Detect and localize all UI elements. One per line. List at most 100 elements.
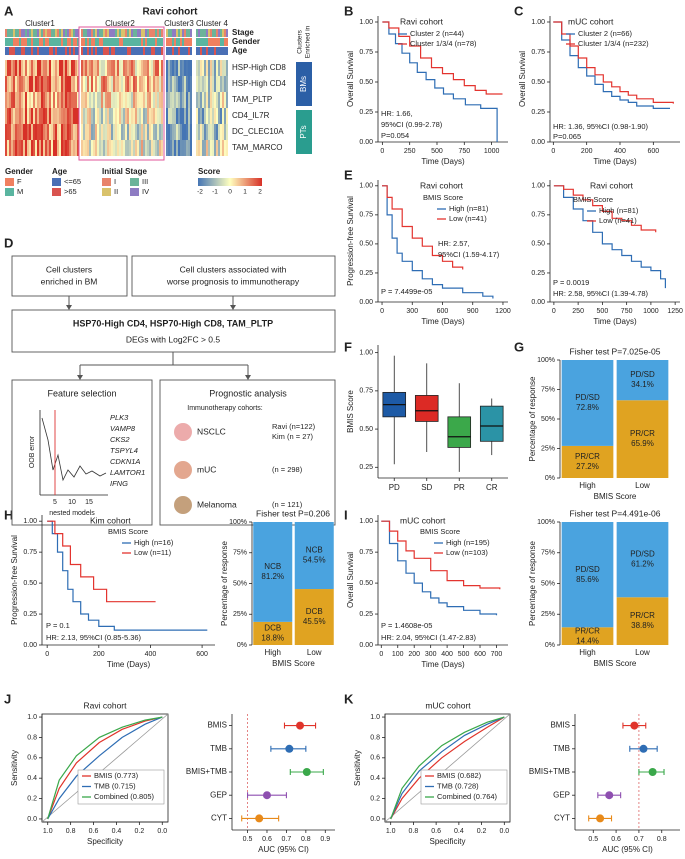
legend-label: Cluster 1/3/4 (n=232) (578, 39, 649, 48)
heatmap-cell (47, 92, 49, 108)
heatmap-cell (202, 60, 204, 76)
x-tick-label: 0.0 (499, 828, 509, 835)
annotation-cell (153, 38, 155, 46)
annotation-cell (67, 38, 69, 46)
heatmap-cell (13, 140, 15, 156)
annotation-cell (93, 29, 95, 37)
heatmap-cell (208, 140, 210, 156)
heatmap-cell (149, 92, 151, 108)
annotation-cell (180, 38, 182, 46)
segment-name: PD/SD (575, 393, 600, 402)
heatmap-cell (65, 60, 67, 76)
heatmap-cell (178, 60, 180, 76)
heatmap-cell (149, 140, 151, 156)
y-tick-label: 0.50 (359, 79, 373, 86)
heatmap-cell (47, 76, 49, 92)
annotation-cell (151, 47, 153, 55)
heatmap-cell (9, 108, 11, 124)
heatmap-cell (206, 76, 208, 92)
bar-segment (294, 522, 334, 590)
annotation-cell (47, 38, 49, 46)
x-tick-label: 0 (380, 148, 384, 155)
heatmap-cell (27, 124, 29, 140)
heatmap-cell (39, 140, 41, 156)
auc-point (605, 791, 614, 800)
annotation-cell (5, 29, 7, 37)
heatmap-cell (113, 60, 115, 76)
heatmap-cell (161, 140, 163, 156)
heatmap-cell (59, 140, 61, 156)
panel-letter: F (344, 339, 352, 354)
heatmap-cell (151, 76, 153, 92)
x-axis-label: AUC (95% CI) (258, 845, 309, 854)
heatmap-cell (184, 92, 186, 108)
y-tick-label: 0.00 (359, 139, 373, 146)
annotation-cell (53, 47, 55, 55)
heatmap-cell (172, 108, 174, 124)
cohort-name: NSCLC (197, 426, 226, 436)
heatmap-cell (206, 140, 208, 156)
annotation-cell (101, 29, 103, 37)
auc-point (596, 814, 605, 823)
heatmap-cell (59, 124, 61, 140)
annotation-cell (59, 38, 61, 46)
cohort-name: Melanoma (197, 499, 237, 509)
heatmap-cell (5, 60, 7, 76)
annotation-cell (115, 47, 117, 55)
heatmap-cell (190, 76, 192, 92)
y-tick-label: 0.00 (23, 642, 37, 649)
heatmap-cell (21, 76, 23, 92)
chart-title: Kim cohort (90, 515, 131, 525)
annotation-cell (168, 29, 170, 37)
heatmap-cell (13, 60, 15, 76)
y-tick-label: 0.50 (359, 426, 373, 433)
heatmap-cell (9, 140, 11, 156)
heatmap-cell (200, 76, 202, 92)
heatmap-cell (85, 76, 87, 92)
heatmap-cell (89, 76, 91, 92)
annotation-cell (168, 47, 170, 55)
segment-name: DCB (306, 607, 323, 616)
annotation-cell (190, 29, 192, 37)
survival-curve (382, 185, 494, 299)
bar-segment (253, 621, 293, 645)
heatmap-cell (147, 140, 149, 156)
heatmap-cell (47, 60, 49, 76)
legend-label: <=65 (64, 177, 81, 186)
heatmap-cell (107, 108, 109, 124)
x-tick-label: 400 (145, 651, 157, 658)
annotation-cell (47, 47, 49, 55)
heatmap-cell (188, 140, 190, 156)
heatmap-cell (190, 124, 192, 140)
y-axis-label: Sensitivity (10, 750, 19, 786)
legend-label: II (114, 187, 118, 196)
heatmap-cell (180, 76, 182, 92)
auc-point (296, 721, 305, 730)
heatmap-cell (129, 108, 131, 124)
heatmap-cell (77, 60, 79, 76)
x-tick-label: 1000 (484, 148, 500, 155)
annotation-cell (35, 47, 37, 55)
heatmap-cell (141, 60, 143, 76)
heatmap-cell (53, 124, 55, 140)
heatmap-cell (198, 124, 200, 140)
x-tick-label: 0.0 (157, 828, 167, 835)
annotation-cell (135, 38, 137, 46)
flow-box (131, 255, 336, 297)
y-tick-label: 0.25 (531, 270, 545, 277)
value-label: 72.8% (576, 403, 599, 412)
heatmap-cell (83, 108, 85, 124)
value-label: 61.2% (631, 560, 654, 569)
heatmap-cell (123, 140, 125, 156)
heatmap-cell (95, 60, 97, 76)
heatmap-cell (218, 140, 220, 156)
value-label: 65.9% (631, 439, 654, 448)
x-axis-label: AUC (95% CI) (602, 845, 653, 854)
heatmap-cell (161, 124, 163, 140)
x-tick-label: 0.6 (262, 836, 272, 843)
y-tick-label: 0.75 (23, 549, 37, 556)
heatmap-cell (55, 140, 57, 156)
chart-title: Fisher test P=7.025e-05 (570, 346, 661, 356)
heatmap-cell (123, 108, 125, 124)
heatmap-cell (39, 60, 41, 76)
